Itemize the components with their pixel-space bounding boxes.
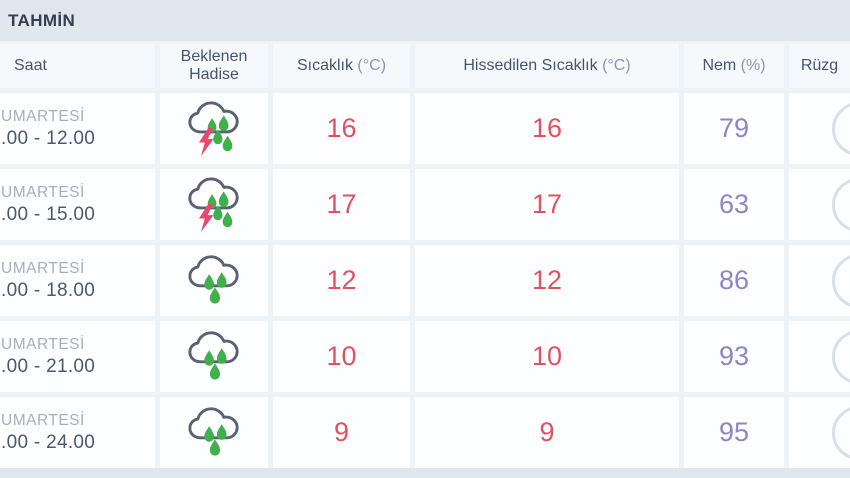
forecast-table: Saat Beklenen Hadise Sıcaklık (°C) Hisse… bbox=[0, 44, 850, 468]
time-slot-cell: UMARTESİ .00 - 21.00 bbox=[0, 321, 155, 392]
day-label: UMARTESİ bbox=[1, 411, 85, 429]
temperature-cell: 9 bbox=[273, 397, 410, 468]
forecast-row: UMARTESİ .00 - 15.00 17 17 63 bbox=[0, 169, 850, 240]
column-header-expected-event: Beklenen Hadise bbox=[160, 44, 268, 88]
time-range: .00 - 21.00 bbox=[1, 355, 96, 377]
feels-like-cell: 10 bbox=[415, 321, 679, 392]
feels-like-value: 9 bbox=[539, 417, 555, 447]
forecast-row: UMARTESİ .00 - 24.00 9 9 95 bbox=[0, 397, 850, 468]
temperature-cell: 16 bbox=[273, 93, 410, 164]
wind-cell bbox=[789, 321, 850, 392]
time-range: .00 - 24.00 bbox=[1, 431, 96, 453]
humidity-value: 95 bbox=[718, 417, 750, 447]
temperature-value: 9 bbox=[333, 417, 350, 447]
rain-icon bbox=[185, 405, 243, 461]
humidity-value: 86 bbox=[718, 265, 750, 295]
time-slot-cell: UMARTESİ .00 - 12.00 bbox=[0, 93, 155, 164]
thunderstorm-rain-icon bbox=[185, 175, 243, 235]
time-slot-cell: UMARTESİ .00 - 15.00 bbox=[0, 169, 155, 240]
humidity-cell: 63 bbox=[684, 169, 784, 240]
humidity-cell: 86 bbox=[684, 245, 784, 316]
humidity-cell: 79 bbox=[684, 93, 784, 164]
expected-event-cell bbox=[160, 169, 268, 240]
column-header-wind: Rüzg bbox=[789, 44, 850, 88]
humidity-value: 93 bbox=[718, 341, 750, 371]
wind-direction-dial-icon bbox=[832, 329, 850, 384]
temperature-cell: 17 bbox=[273, 169, 410, 240]
table-header-row: Saat Beklenen Hadise Sıcaklık (°C) Hisse… bbox=[0, 44, 850, 88]
wind-direction-dial-icon bbox=[832, 101, 850, 156]
feels-like-cell: 9 bbox=[415, 397, 679, 468]
time-slot-cell: UMARTESİ .00 - 18.00 bbox=[0, 245, 155, 316]
time-range: .00 - 18.00 bbox=[1, 279, 96, 301]
temperature-value: 10 bbox=[326, 341, 357, 371]
wind-direction-dial-icon bbox=[832, 253, 850, 308]
section-title: TAHMİN bbox=[8, 10, 76, 30]
wind-cell bbox=[789, 169, 850, 240]
rain-icon bbox=[185, 253, 243, 309]
day-label: UMARTESİ bbox=[1, 335, 85, 353]
thunderstorm-rain-icon bbox=[185, 99, 243, 159]
feels-like-value: 12 bbox=[531, 265, 563, 295]
humidity-cell: 95 bbox=[684, 397, 784, 468]
wind-cell bbox=[789, 397, 850, 468]
forecast-row: UMARTESİ .00 - 21.00 10 10 93 bbox=[0, 321, 850, 392]
next-section-edge bbox=[0, 468, 850, 478]
forecast-row: UMARTESİ .00 - 12.00 16 16 79 bbox=[0, 93, 850, 164]
humidity-value: 79 bbox=[718, 113, 750, 143]
feels-like-cell: 16 bbox=[415, 93, 679, 164]
expected-event-cell bbox=[160, 245, 268, 316]
temperature-cell: 10 bbox=[273, 321, 410, 392]
temperature-value: 16 bbox=[326, 113, 357, 143]
feels-like-cell: 17 bbox=[415, 169, 679, 240]
column-header-feels-like: Hissedilen Sıcaklık (°C) bbox=[415, 44, 679, 88]
humidity-cell: 93 bbox=[684, 321, 784, 392]
expected-event-cell bbox=[160, 93, 268, 164]
humidity-value: 63 bbox=[718, 189, 750, 219]
column-header-temperature: Sıcaklık (°C) bbox=[273, 44, 410, 88]
column-header-time: Saat bbox=[0, 44, 155, 88]
section-title-bar: TAHMİN bbox=[0, 0, 850, 41]
day-label: UMARTESİ bbox=[1, 183, 85, 201]
time-range: .00 - 15.00 bbox=[1, 203, 96, 225]
day-label: UMARTESİ bbox=[1, 259, 85, 277]
rain-icon bbox=[185, 329, 243, 385]
column-header-humidity: Nem (%) bbox=[684, 44, 784, 88]
expected-event-cell bbox=[160, 397, 268, 468]
feels-like-value: 10 bbox=[531, 341, 563, 371]
temperature-value: 17 bbox=[326, 189, 357, 219]
day-label: UMARTESİ bbox=[1, 107, 85, 125]
wind-direction-dial-icon bbox=[832, 177, 850, 232]
wind-direction-dial-icon bbox=[832, 405, 850, 460]
temperature-value: 12 bbox=[326, 265, 357, 295]
wind-cell bbox=[789, 93, 850, 164]
temperature-cell: 12 bbox=[273, 245, 410, 316]
wind-cell bbox=[789, 245, 850, 316]
feels-like-cell: 12 bbox=[415, 245, 679, 316]
time-slot-cell: UMARTESİ .00 - 24.00 bbox=[0, 397, 155, 468]
expected-event-cell bbox=[160, 321, 268, 392]
feels-like-value: 17 bbox=[531, 189, 563, 219]
forecast-row: UMARTESİ .00 - 18.00 12 12 86 bbox=[0, 245, 850, 316]
feels-like-value: 16 bbox=[531, 113, 563, 143]
time-range: .00 - 12.00 bbox=[1, 127, 96, 149]
